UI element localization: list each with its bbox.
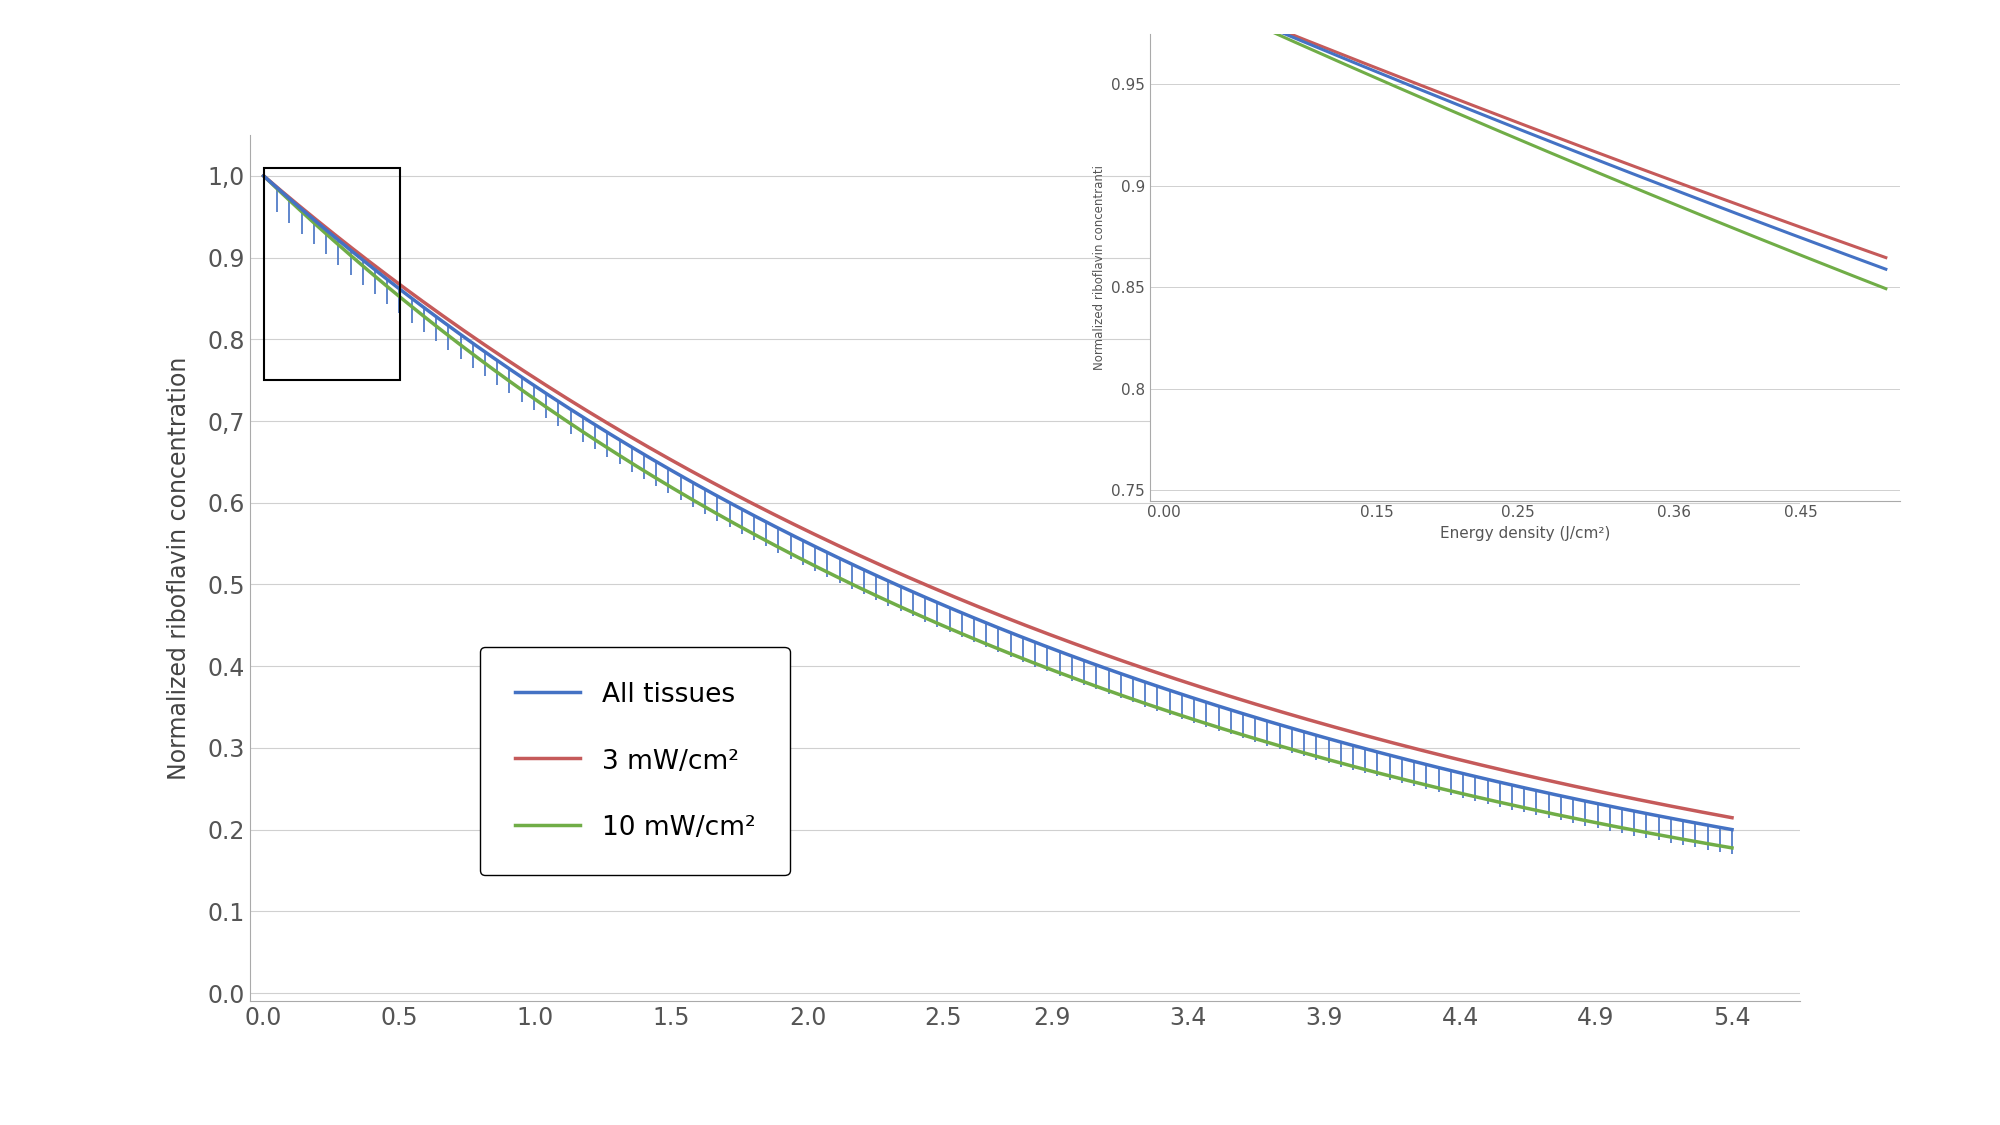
All tissues <box>950 605 974 619</box>
All tissues <box>1126 673 1150 686</box>
3 mW/cm² <box>1456 755 1480 768</box>
10 mW/cm² <box>252 169 276 182</box>
3 mW/cm² <box>1684 804 1708 818</box>
Y-axis label: Normalized riboflavin concentration: Normalized riboflavin concentration <box>166 357 190 780</box>
10 mW/cm² <box>1684 835 1708 848</box>
Line: All tissues: All tissues <box>264 176 1732 829</box>
All tissues <box>1456 767 1480 781</box>
3 mW/cm² <box>950 593 974 606</box>
All tissues <box>1720 822 1744 836</box>
3 mW/cm² <box>1046 631 1070 645</box>
X-axis label: Energy density (J/cm²): Energy density (J/cm²) <box>1440 526 1610 541</box>
Bar <box>264 168 400 380</box>
Line: 3 mW/cm²: 3 mW/cm² <box>264 176 1732 818</box>
Y-axis label: Normalized riboflavin concentranti: Normalized riboflavin concentranti <box>1092 164 1106 370</box>
3 mW/cm² <box>1720 811 1744 825</box>
All tissues <box>958 610 982 623</box>
All tissues <box>252 169 276 182</box>
Legend: All tissues, 3 mW/cm², 10 mW/cm²: All tissues, 3 mW/cm², 10 mW/cm² <box>480 647 790 875</box>
10 mW/cm² <box>1456 789 1480 802</box>
3 mW/cm² <box>252 169 276 182</box>
3 mW/cm² <box>1126 659 1150 673</box>
10 mW/cm² <box>950 627 974 640</box>
10 mW/cm² <box>1046 666 1070 680</box>
Line: 10 mW/cm²: 10 mW/cm² <box>264 176 1732 848</box>
10 mW/cm² <box>1126 694 1150 708</box>
All tissues <box>1684 817 1708 830</box>
10 mW/cm² <box>1720 842 1744 855</box>
3 mW/cm² <box>958 596 982 610</box>
10 mW/cm² <box>958 630 982 644</box>
All tissues <box>1046 645 1070 658</box>
